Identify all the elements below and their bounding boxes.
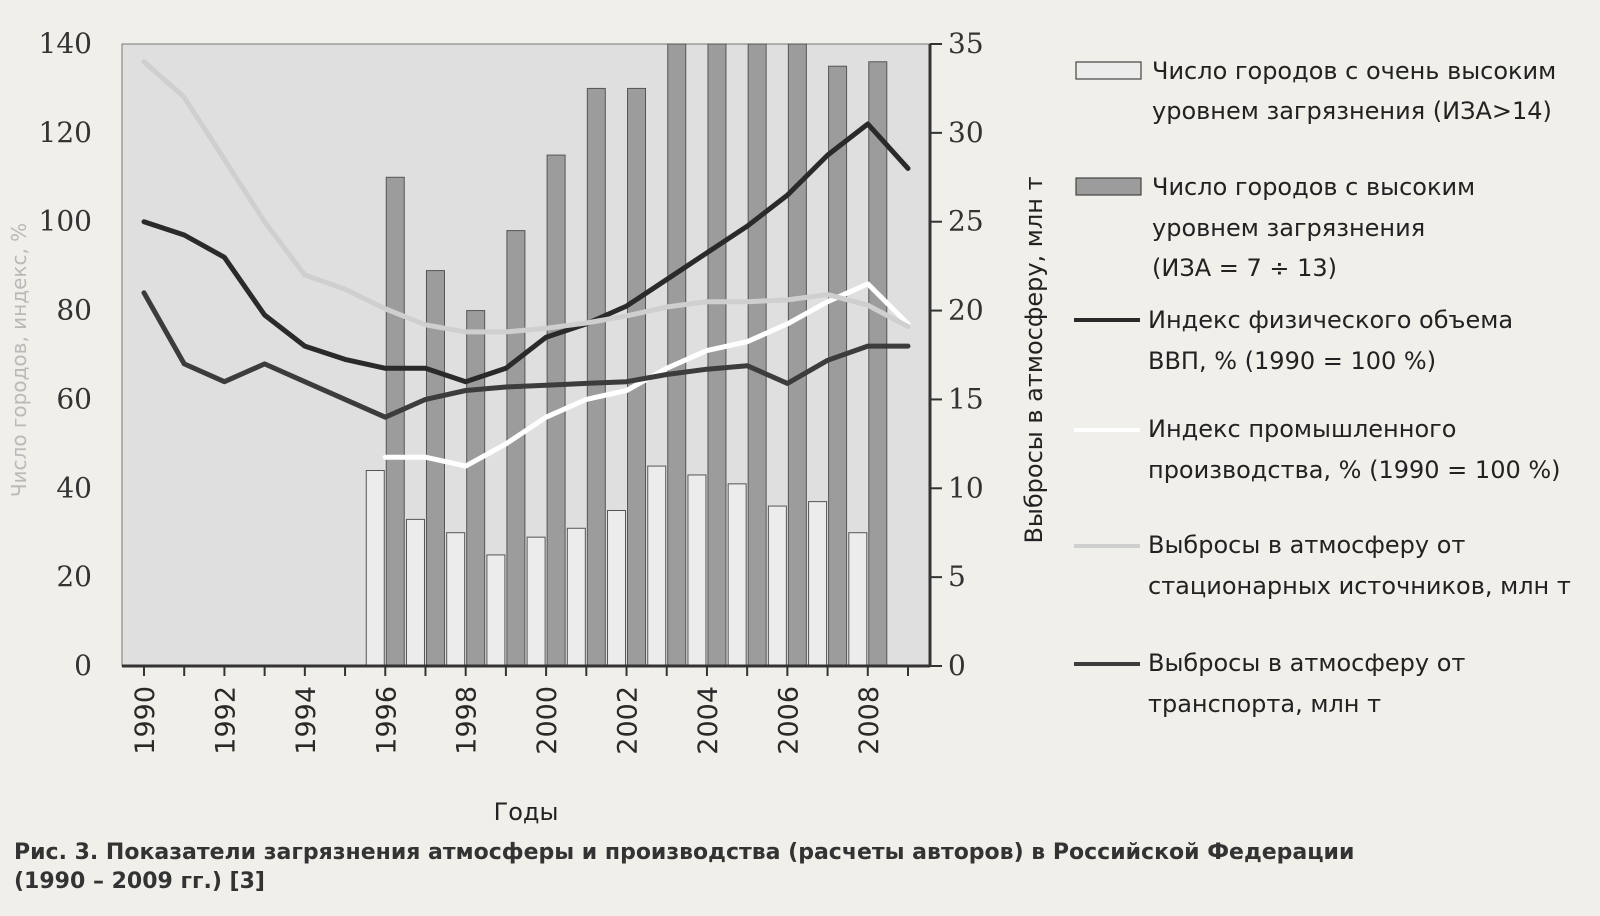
bar-very-high-1998	[446, 532, 466, 667]
y-tick-left-0: 0	[74, 649, 92, 682]
x-axis-title: Годы	[494, 798, 559, 826]
bar-very-high-1999	[486, 554, 506, 667]
y-tick-right-30: 30	[948, 116, 984, 149]
transport-emissions-line	[141, 290, 911, 420]
x-tick-1998: 1998	[452, 686, 483, 755]
bar-high-2005	[747, 43, 767, 667]
y-tick-left-120: 120	[39, 116, 92, 149]
y-tick-left-20: 20	[56, 560, 92, 593]
ticks-group: 0 20 40 60 80 100 120 140 0 5 10 15 20 25 30 35 1990 1992…	[39, 27, 984, 755]
gdp-index-line	[141, 121, 911, 385]
x-tick-1996: 1996	[371, 686, 402, 755]
bar-high-2004	[707, 43, 727, 667]
bar-very-high-1996	[365, 470, 385, 667]
x-tick-2008: 2008	[854, 686, 885, 755]
figure-caption: Рис. 3. Показатели загрязнения атмосферы…	[14, 838, 1574, 896]
bar-very-high-2001	[566, 527, 586, 667]
y-tick-right-5: 5	[948, 560, 966, 593]
x-tick-1994: 1994	[291, 686, 322, 755]
bar-very-high-2000	[526, 536, 546, 667]
legend-label-stationary-1: Выбросы в атмосферу от	[1148, 531, 1465, 559]
y-tick-right-20: 20	[948, 294, 984, 327]
x-tick-2002: 2002	[613, 686, 644, 755]
bar-very-high-2002	[607, 510, 627, 667]
bar-high-1996	[385, 176, 405, 667]
legend-label-gdp-2: ВВП, % (1990 = 100 %)	[1148, 347, 1436, 375]
stationary-emissions-line	[141, 59, 911, 335]
x-tick-2006: 2006	[773, 686, 804, 755]
legend-label-transport-1: Выбросы в атмосферу от	[1148, 649, 1465, 677]
x-tick-1990: 1990	[130, 686, 161, 755]
bar-high-2007	[828, 65, 848, 667]
bar-very-high-2005	[727, 483, 747, 667]
bar-high-1999	[506, 230, 526, 667]
bar-high-2008	[868, 61, 888, 667]
bar-very-high-2004	[687, 474, 707, 667]
legend-label-industry-1: Индекс промышленного	[1148, 415, 1456, 443]
y-axis-title-left: Число городов, индекс, %	[7, 223, 31, 497]
caption-line-1: Рис. 3. Показатели загрязнения атмосферы…	[14, 840, 1355, 865]
bar-very-high-2007	[808, 501, 828, 667]
bar-high-2001	[586, 87, 606, 667]
x-tick-1992: 1992	[210, 686, 241, 755]
legend-label-very-high-1: Число городов с очень высоким	[1152, 57, 1556, 85]
legend-swatch-very-high	[1075, 61, 1142, 80]
y-tick-right-15: 15	[948, 382, 984, 415]
legend-label-high-3: (ИЗА = 7 ÷ 13)	[1152, 254, 1337, 282]
legend-label-high-2: уровнем загрязнения	[1152, 214, 1425, 242]
legend-swatch-high	[1075, 177, 1142, 196]
legend: Число городов с очень высоким уровнем за…	[1074, 57, 1571, 718]
bar-high-2006	[787, 43, 807, 667]
x-tick-2004: 2004	[693, 686, 724, 755]
legend-label-stationary-2: стационарных источников, млн т	[1148, 572, 1571, 600]
lines-group	[141, 59, 911, 469]
y-tick-left-80: 80	[56, 294, 92, 327]
y-tick-right-35: 35	[948, 27, 984, 60]
legend-label-gdp-1: Индекс физического объема	[1148, 306, 1513, 334]
y-tick-right-25: 25	[948, 205, 984, 238]
legend-label-high-1: Число городов с высоким	[1152, 173, 1475, 201]
y-tick-left-60: 60	[56, 382, 92, 415]
y-tick-left-140: 140	[39, 27, 92, 60]
y-tick-left-40: 40	[56, 471, 92, 504]
legend-label-transport-2: транспорта, млн т	[1148, 690, 1381, 718]
legend-label-very-high-2: уровнем загрязнения (ИЗА>14)	[1152, 97, 1552, 125]
legend-label-industry-2: производства, % (1990 = 100 %)	[1148, 456, 1561, 484]
y-tick-right-10: 10	[948, 471, 984, 504]
bar-very-high-2008	[848, 532, 868, 667]
y-tick-right-0: 0	[948, 649, 966, 682]
caption-line-2: (1990 – 2009 гг.) [3]	[14, 869, 265, 894]
bar-very-high-2006	[767, 505, 787, 667]
y-tick-left-100: 100	[39, 205, 92, 238]
bar-high-1998	[466, 310, 486, 667]
x-tick-2000: 2000	[532, 686, 563, 755]
bar-very-high-2003	[647, 465, 667, 667]
bar-high-2003	[667, 43, 687, 667]
bar-very-high-1997	[405, 518, 425, 667]
y-axis-title-right: Выбросы в атмосферу, млн т	[1020, 176, 1048, 543]
axes-group	[122, 44, 932, 668]
